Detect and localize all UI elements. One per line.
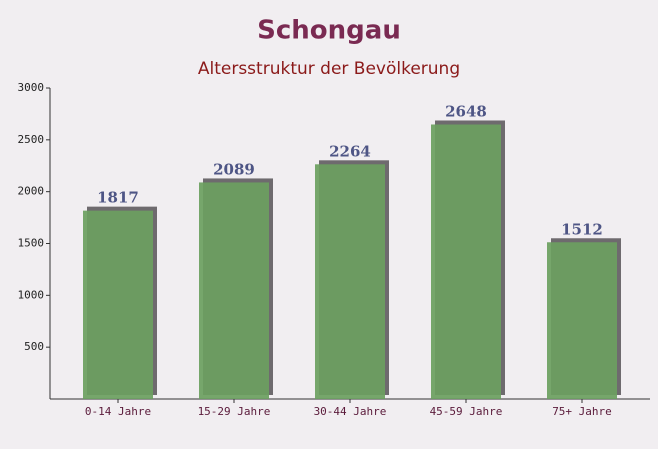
y-tick-label: 2500: [18, 133, 45, 146]
x-tick-label: 30-44 Jahre: [314, 405, 387, 418]
value-label: 2089: [213, 160, 255, 178]
x-tick-label: 45-59 Jahre: [430, 405, 503, 418]
y-tick-label: 500: [24, 340, 44, 353]
x-tick-label: 0-14 Jahre: [85, 405, 151, 418]
bar: [199, 182, 269, 399]
chart-title: Schongau: [257, 16, 401, 46]
bar: [315, 164, 385, 399]
bar: [431, 124, 501, 400]
value-label: 1817: [97, 189, 139, 207]
x-tick-label: 15-29 Jahre: [198, 405, 271, 418]
y-tick-label: 1000: [18, 288, 45, 301]
y-tick-label: 3000: [18, 81, 45, 94]
chart-subtitle: Altersstruktur der Bevölkerung: [198, 59, 460, 79]
y-tick-label: 2000: [18, 185, 45, 198]
value-label: 2264: [329, 142, 371, 160]
bar: [83, 210, 153, 399]
value-label: 1512: [561, 220, 603, 238]
y-tick-label: 1500: [18, 237, 45, 250]
value-label: 2648: [445, 102, 487, 120]
bar: [547, 242, 617, 399]
x-tick-label: 75+ Jahre: [552, 405, 612, 418]
